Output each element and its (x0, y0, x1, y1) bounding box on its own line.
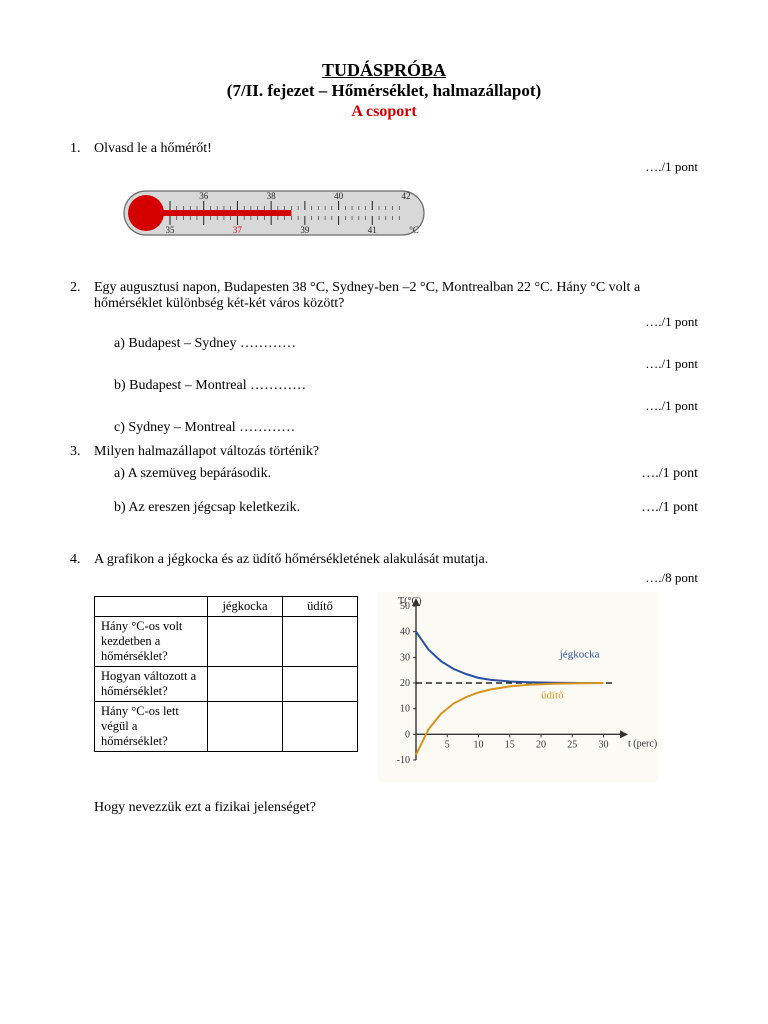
svg-text:0: 0 (405, 729, 410, 740)
header: TUDÁSPRÓBA (7/II. fejezet – Hőmérséklet,… (70, 60, 698, 121)
svg-text:20: 20 (536, 739, 546, 750)
svg-text:40: 40 (334, 191, 344, 201)
q4-text: A grafikon a jégkocka és az üdítő hőmérs… (94, 552, 698, 568)
q1-num: 1. (70, 141, 94, 258)
svg-text:41: 41 (368, 225, 377, 235)
title-main: TUDÁSPRÓBA (70, 60, 698, 81)
svg-text:30: 30 (400, 652, 410, 663)
q2-sub-points: …./1 pont (94, 398, 698, 414)
svg-text:25: 25 (567, 739, 577, 750)
q4-table: jégkockaüdítőHány °C-os volt kezdetben a… (94, 596, 358, 752)
svg-text:38: 38 (267, 191, 277, 201)
question-1: 1. Olvasd le a hőmérőt! …./1 pont 36 38 40… (70, 141, 698, 258)
q4-num: 4. (70, 552, 94, 816)
title-sub: (7/II. fejezet – Hőmérséklet, halmazálla… (70, 81, 698, 101)
temperature-chart: -100102030405051015202530T(°C)t (perc)jé… (378, 592, 658, 782)
svg-text:10: 10 (400, 704, 410, 715)
question-4: 4. A grafikon a jégkocka és az üdítő hőm… (70, 552, 698, 816)
q2-sub-points: …./1 pont (94, 356, 698, 372)
svg-text:20: 20 (400, 678, 410, 689)
svg-text:42: 42 (402, 191, 411, 201)
svg-text:37: 37 (233, 225, 243, 235)
svg-text:15: 15 (505, 739, 515, 750)
q1-text: Olvasd le a hőmérőt! (94, 141, 698, 157)
q3-sub: a) A szemüveg bepárásodik.…./1 pont (114, 466, 698, 482)
q2-num: 2. (70, 280, 94, 440)
q1-points: …./1 pont (94, 159, 698, 175)
q3-num: 3. (70, 444, 94, 534)
q3-sub: b) Az ereszen jégcsap keletkezik.…./1 po… (114, 500, 698, 516)
question-2: 2. Egy augusztusi napon, Budapesten 38 °… (70, 280, 698, 440)
q4-points: …./8 pont (94, 570, 698, 586)
title-group: A csoport (70, 103, 698, 121)
svg-text:30: 30 (599, 739, 609, 750)
q2-sub: b) Budapest – Montreal ………… (114, 378, 698, 394)
svg-text:üdítő: üdítő (541, 689, 564, 701)
q2-points: …./1 pont (94, 314, 698, 330)
q3-text: Milyen halmazállapot változás történik? (94, 444, 698, 460)
svg-text:10: 10 (474, 739, 484, 750)
svg-text:t (perc): t (perc) (628, 738, 657, 749)
svg-text:39: 39 (300, 225, 310, 235)
svg-text:5: 5 (445, 739, 450, 750)
svg-text:°C: °C (409, 225, 419, 235)
q2-sub: c) Sydney – Montreal ………… (114, 420, 698, 436)
thermometer: 36 38 40 42 35 37 39 41 °C (114, 183, 698, 248)
q2-text: Egy augusztusi napon, Budapesten 38 °C, … (94, 280, 698, 312)
svg-text:T(°C): T(°C) (398, 596, 421, 607)
svg-text:40: 40 (400, 627, 410, 638)
svg-text:35: 35 (166, 225, 176, 235)
svg-text:jégkocka: jégkocka (559, 648, 600, 660)
question-3: 3. Milyen halmazállapot változás történi… (70, 444, 698, 534)
svg-text:36: 36 (199, 191, 209, 201)
q4-final: Hogy nevezzük ezt a fizikai jelenséget? (94, 800, 698, 816)
svg-text:-10: -10 (397, 755, 410, 766)
q2-sub: a) Budapest – Sydney ………… (114, 336, 698, 352)
